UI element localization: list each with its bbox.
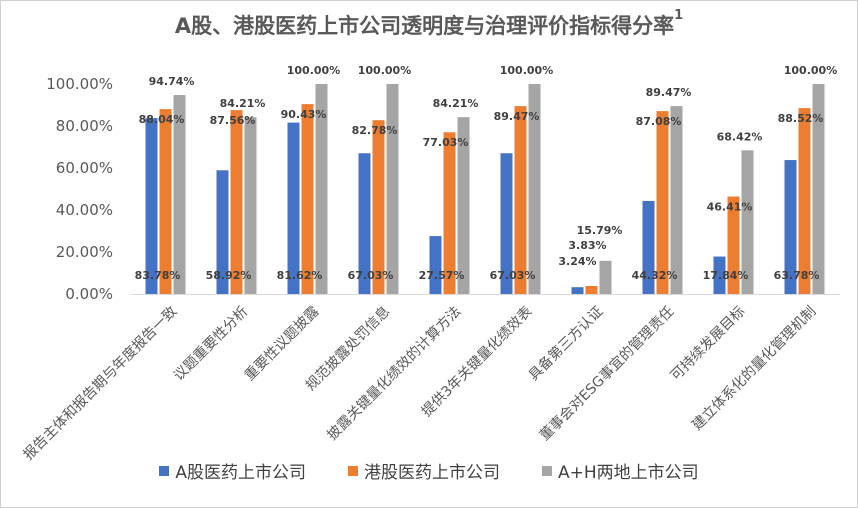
- data-label-series-1-cat-9: 88.52%: [778, 112, 824, 125]
- bar-series-0-cat-1: [216, 170, 229, 294]
- bar-series-1-cat-7: [656, 111, 669, 294]
- y-tick-label: 80.00%: [56, 117, 113, 135]
- chart-title-footnote: 1: [674, 8, 684, 23]
- bar-series-1-cat-8: [727, 196, 740, 294]
- data-label-series-0-cat-0: 83.78%: [135, 269, 181, 282]
- legend-item-hk-share: 港股医药上市公司: [347, 458, 500, 483]
- data-label-series-0-cat-6: 3.24%: [558, 255, 596, 268]
- chart-title-text: A股、港股医药上市公司透明度与治理评价指标得分率: [174, 14, 675, 38]
- bar-series-1-cat-9: [798, 108, 811, 294]
- x-category-label: 建立体系化的量化管理机制: [689, 304, 819, 434]
- data-label-series-2-cat-0: 94.74%: [149, 75, 195, 88]
- x-category-label: 议题重要性分析: [171, 304, 252, 385]
- bar-series-1-cat-1: [230, 110, 243, 295]
- bar-series-1-cat-4: [443, 132, 456, 294]
- data-label-series-2-cat-9: 100.00%: [784, 64, 837, 77]
- legend-label-a-share: A股医药上市公司: [175, 463, 306, 483]
- legend-swatch-a-share: [159, 465, 170, 476]
- bar-series-2-cat-1: [244, 117, 257, 294]
- legend-swatch-ah-share: [541, 465, 552, 476]
- bar-series-1-cat-3: [372, 120, 385, 294]
- data-label-series-2-cat-3: 100.00%: [358, 64, 411, 77]
- data-label-series-0-cat-7: 44.32%: [632, 269, 678, 282]
- bar-series-2-cat-4: [457, 117, 470, 294]
- legend-item-a-share: A股医药上市公司: [159, 458, 306, 483]
- legend-swatch-hk-share: [347, 465, 358, 476]
- data-label-series-1-cat-4: 77.03%: [423, 136, 469, 149]
- x-category-label: 具备第三方认证: [525, 303, 606, 384]
- data-label-series-1-cat-8: 46.41%: [707, 201, 753, 214]
- bar-series-2-cat-0: [173, 95, 186, 295]
- bar-series-2-cat-5: [528, 84, 541, 294]
- x-category-label: 可持续发展目标: [667, 303, 748, 384]
- bar-series-0-cat-3: [358, 153, 371, 294]
- legend-label-ah-share: A+H两地上市公司: [557, 463, 699, 483]
- legend-item-ah-share: A+H两地上市公司: [541, 458, 699, 483]
- data-label-series-2-cat-1: 84.21%: [220, 97, 266, 110]
- data-label-series-2-cat-8: 68.42%: [717, 130, 763, 143]
- bar-series-2-cat-9: [812, 84, 825, 294]
- x-category-label: 披露关键量化绩效的计算方法: [324, 304, 464, 444]
- y-tick-label: 0.00%: [65, 285, 113, 303]
- data-label-series-0-cat-8: 17.84%: [703, 269, 749, 282]
- data-label-series-1-cat-7: 87.08%: [636, 115, 682, 128]
- x-category-label: 董事会对ESG事宜的管理责任: [537, 304, 677, 444]
- bar-series-0-cat-8: [713, 256, 726, 294]
- data-label-series-2-cat-7: 89.47%: [646, 86, 692, 99]
- data-label-series-1-cat-5: 89.47%: [494, 110, 540, 123]
- bar-series-1-cat-2: [301, 104, 314, 294]
- bar-series-0-cat-0: [145, 118, 158, 294]
- data-label-series-1-cat-0: 88.04%: [139, 113, 185, 126]
- bar-series-1-cat-0: [159, 109, 172, 294]
- bar-series-2-cat-8: [741, 150, 754, 294]
- data-label-series-0-cat-3: 67.03%: [348, 269, 394, 282]
- bar-series-0-cat-5: [500, 153, 513, 294]
- data-label-series-2-cat-4: 84.21%: [433, 97, 479, 110]
- y-tick-label: 60.00%: [56, 159, 113, 177]
- data-label-series-0-cat-9: 63.78%: [774, 269, 820, 282]
- data-label-series-0-cat-5: 67.03%: [490, 269, 536, 282]
- legend-label-hk-share: 港股医药上市公司: [363, 463, 500, 483]
- y-tick-label: 100.00%: [46, 75, 113, 93]
- bar-series-2-cat-7: [670, 106, 683, 294]
- bar-series-0-cat-2: [287, 122, 300, 295]
- bar-series-0-cat-7: [642, 200, 655, 294]
- data-label-series-1-cat-1: 87.56%: [210, 114, 256, 127]
- data-label-series-2-cat-6: 15.79%: [577, 224, 623, 237]
- bar-series-1-cat-6: [585, 285, 598, 294]
- data-label-series-0-cat-4: 27.57%: [419, 269, 465, 282]
- chart-legend: A股医药上市公司 港股医药上市公司 A+H两地上市公司: [0, 458, 858, 483]
- x-category-label: 重要性议题披露: [242, 304, 323, 385]
- y-tick-label: 40.00%: [56, 201, 113, 219]
- data-label-series-0-cat-1: 58.92%: [206, 269, 252, 282]
- bar-series-2-cat-2: [315, 84, 328, 294]
- bar-series-0-cat-6: [571, 287, 584, 294]
- bar-series-1-cat-5: [514, 106, 527, 294]
- bar-series-2-cat-6: [599, 260, 612, 294]
- data-label-series-2-cat-2: 100.00%: [287, 64, 340, 77]
- data-label-series-1-cat-2: 90.43%: [281, 108, 327, 121]
- bar-series-0-cat-4: [429, 236, 442, 294]
- data-label-series-2-cat-5: 100.00%: [500, 64, 553, 77]
- bar-series-2-cat-3: [386, 84, 399, 294]
- bar-series-0-cat-9: [784, 160, 797, 294]
- x-category-label: 报告主体和报告期与年度报告一致: [21, 304, 181, 464]
- y-tick-label: 20.00%: [56, 243, 113, 261]
- data-label-series-1-cat-6: 3.83%: [568, 239, 606, 252]
- data-label-series-0-cat-2: 81.62%: [277, 269, 323, 282]
- data-label-series-1-cat-3: 82.78%: [352, 124, 398, 137]
- chart-title: A股、港股医药上市公司透明度与治理评价指标得分率1: [0, 8, 858, 40]
